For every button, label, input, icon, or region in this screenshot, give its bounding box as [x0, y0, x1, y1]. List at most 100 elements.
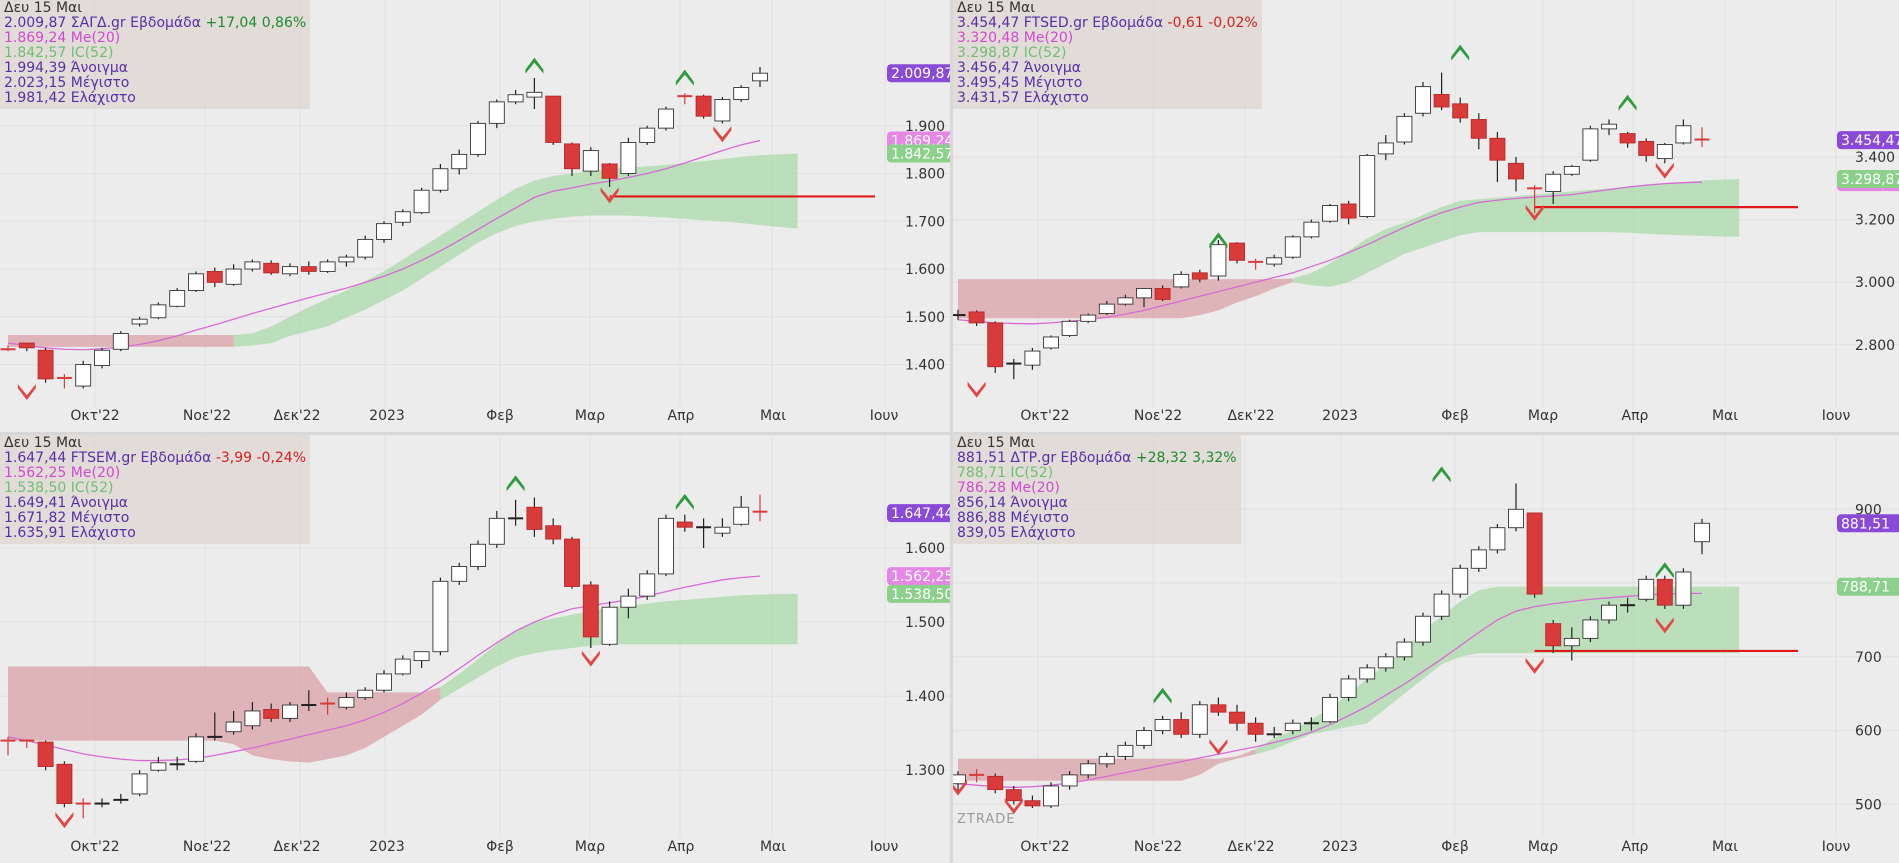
x-tick-label: 2023 — [369, 408, 405, 424]
candle-body — [507, 94, 524, 103]
candle-body — [658, 108, 674, 129]
candle-body — [1080, 314, 1097, 322]
info-box: Δευ 15 Μαι 3.454,47 FTSED.gr Εβδομάδα -0… — [953, 0, 1262, 109]
x-tick-label: Ιουν — [1822, 408, 1851, 424]
x-tick-label: Μαρ — [1528, 839, 1558, 855]
candle-body — [413, 189, 430, 214]
candle-body — [714, 526, 731, 534]
candle-body — [1377, 656, 1394, 669]
price-label-ic-bg — [1837, 577, 1899, 596]
signal-down-arrow-icon — [1655, 162, 1674, 179]
chart-panel-ftsed[interactable]: 2.8003.0003.2003.4003.454,473.320,483.29… — [953, 0, 1899, 432]
y-tick-label: 1.900 — [905, 119, 945, 135]
x-tick-label: Δεκ'22 — [273, 408, 320, 424]
chart-panel-ftsem[interactable]: 1.300 1.400 1.500 1.600 1.647,44 1.562,25 1.53… — [0, 435, 950, 863]
candle-body — [112, 333, 129, 350]
candle-body — [357, 238, 374, 258]
candle-body — [658, 517, 674, 575]
candle-body — [1024, 800, 1041, 807]
candle-body — [338, 697, 355, 708]
candle-body — [639, 573, 656, 597]
y-tick-label: 1.800 — [905, 167, 945, 183]
y-tick-label: 2.800 — [1855, 338, 1895, 354]
candle-body — [582, 150, 599, 172]
candle-body — [1452, 103, 1469, 119]
x-tick-label: Μαρ — [1528, 408, 1558, 424]
candle-body — [206, 270, 223, 283]
price-label-ic: 788,71 — [1841, 580, 1890, 596]
x-tick-label: Απρ — [1622, 408, 1649, 424]
candle-body — [526, 506, 543, 530]
price-label-main: 1.647,44 — [891, 506, 950, 522]
info-box: Δευ 15 Μαι 2.009,87 ΣΑΓΔ.gr Εβδομάδα +17… — [0, 0, 311, 109]
candle-body — [1024, 350, 1041, 366]
panel-divider-vertical — [950, 0, 953, 863]
chart-canvas[interactable]: 500600700800900881,51788,71Οκτ'22Νοε'22Δ… — [953, 435, 1899, 863]
header-date: Δευ 15 Μαι — [4, 435, 83, 451]
signal-down-arrow-icon — [581, 650, 600, 667]
x-tick-label: Δεκ'22 — [1227, 408, 1274, 424]
x-tick-label: Φεβ — [486, 839, 514, 855]
candle-body — [1508, 508, 1524, 529]
x-tick-label: Ιουν — [870, 408, 899, 424]
x-tick-label: 2023 — [1322, 408, 1358, 424]
candle-body — [714, 99, 731, 122]
candle-body — [1266, 257, 1283, 265]
info-box: Δευ 15 Μαι 1.647,44 FTSEM.gr Εβδομάδα -3… — [0, 435, 311, 544]
header-date: Δευ 15 Μαι — [957, 0, 1036, 16]
header-ma: 1.562,25 Me(20) — [4, 465, 121, 481]
signal-up-arrow-icon — [1618, 94, 1637, 111]
candle-body — [244, 710, 261, 727]
chart-canvas[interactable]: 2.8003.0003.2003.4003.454,473.320,483.29… — [953, 0, 1899, 432]
y-tick-label: 3.000 — [1855, 275, 1895, 291]
header-low: 839,05 Ελάχιστο — [957, 525, 1076, 541]
candle-body — [620, 595, 637, 608]
candle-body — [131, 318, 148, 325]
cloud-bullish-area — [1255, 586, 1740, 755]
chart-panel-sagd[interactable]: 1.400 1.500 1.600 1.700 1.800 1.900 2.009,87 1.… — [0, 0, 950, 432]
candle-body — [1043, 785, 1059, 807]
x-tick-label: Μαι — [1712, 839, 1738, 855]
price-label-ma: 1.562,25 — [891, 569, 950, 585]
header-ic: 786,28 Me(20) — [957, 480, 1060, 496]
candle-body — [526, 91, 543, 98]
candle-body — [987, 775, 1004, 791]
chart-canvas[interactable]: 1.300 1.400 1.500 1.600 1.647,44 1.562,25 1.53… — [0, 435, 950, 863]
y-tick-label: 1.700 — [905, 214, 945, 230]
price-label-main: 2.009,87 — [891, 66, 950, 82]
y-tick-label: 1.400 — [905, 689, 945, 705]
chart-canvas[interactable]: 1.400 1.500 1.600 1.700 1.800 1.900 2.009,87 1.… — [0, 0, 950, 432]
price-label-ic-bg — [1837, 169, 1899, 188]
header-open: 1.649,41 Άνοιγμα — [4, 495, 129, 511]
price-label-ic-bg — [887, 144, 950, 163]
candle-body — [1545, 173, 1562, 192]
candle-body — [188, 273, 204, 291]
candle-body — [263, 262, 280, 274]
candle-body — [1433, 94, 1450, 108]
candle-body — [620, 142, 637, 174]
candle-body — [1638, 140, 1655, 156]
x-tick-label: Ιουν — [1822, 839, 1851, 855]
candle-body — [394, 658, 411, 675]
header-change: -3,99 -0,24% — [215, 450, 307, 466]
candle-body — [1043, 336, 1059, 349]
y-tick-label: 3.200 — [1855, 213, 1895, 229]
signal-down-arrow-icon — [17, 384, 36, 401]
candle-body — [1619, 133, 1636, 144]
x-tick-label: Φεβ — [1441, 408, 1469, 424]
candle-body — [1508, 162, 1524, 180]
signal-down-arrow-icon — [953, 779, 967, 796]
candle-body — [470, 122, 486, 155]
candle-body — [601, 163, 618, 179]
y-tick-label: 1.600 — [905, 262, 945, 278]
header-open: 856,14 Άνοιγμα — [957, 495, 1068, 511]
header-ic: 3.298,87 IC(52) — [957, 45, 1067, 61]
price-label-main: 881,51 — [1841, 516, 1890, 532]
y-tick-label: 700 — [1855, 650, 1882, 666]
candle-body — [733, 506, 750, 525]
signal-down-arrow-icon — [1525, 204, 1544, 221]
y-tick-label: 1.300 — [905, 763, 945, 779]
header-change: -0,61 -0,02% — [1167, 15, 1258, 31]
chart-panel-dtr[interactable]: 500600700800900881,51788,71Οκτ'22Νοε'22Δ… — [953, 435, 1899, 863]
signal-down-arrow-icon — [1525, 657, 1544, 674]
